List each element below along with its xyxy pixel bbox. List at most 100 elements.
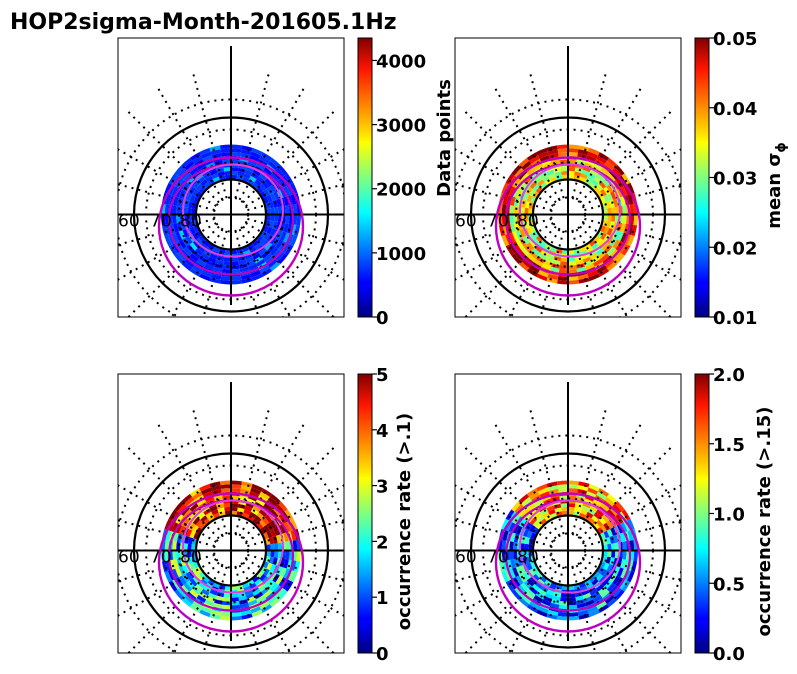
heatmap-cell bbox=[539, 240, 547, 247]
panel-top-right: 60 70 80 0.01 0.02 0.03 0.04 0.05 mean σϕ bbox=[454, 29, 789, 329]
heatmap-cell bbox=[175, 577, 184, 588]
heatmap-cell bbox=[568, 144, 579, 150]
heatmap-cell bbox=[191, 208, 196, 215]
heatmap-cell bbox=[237, 507, 245, 513]
heatmap-cell bbox=[568, 174, 575, 179]
heatmap-cell bbox=[200, 578, 208, 586]
heatmap-cell bbox=[275, 503, 285, 514]
heatmap-cell bbox=[278, 513, 287, 524]
heatmap-cell bbox=[600, 532, 606, 540]
heatmap-cell bbox=[498, 550, 503, 562]
heatmap-cell bbox=[247, 515, 255, 522]
heatmap-cell bbox=[188, 556, 194, 564]
heatmap-cell bbox=[202, 155, 213, 163]
heatmap-cell bbox=[178, 239, 187, 249]
heatmap-cell bbox=[501, 540, 507, 551]
panel-bottom-left: 60 70 80 0 1 2 3 4 5 occurrence rate (>.1) bbox=[117, 365, 415, 665]
heatmap-cell bbox=[589, 169, 598, 177]
heatmap-cell bbox=[586, 175, 594, 183]
lat-label-70: 70 bbox=[150, 548, 172, 568]
heatmap-cell bbox=[595, 248, 605, 256]
heatmap-cell bbox=[266, 570, 274, 579]
heatmap-cell bbox=[535, 186, 543, 194]
heatmap-cell bbox=[241, 613, 253, 620]
heatmap-cell bbox=[568, 506, 575, 512]
heatmap-cell bbox=[207, 592, 217, 600]
heatmap-cell bbox=[588, 273, 600, 282]
heatmap-cell bbox=[174, 501, 185, 512]
lon-grid-dotted bbox=[571, 405, 608, 535]
heatmap-cell bbox=[627, 571, 635, 583]
heatmap-cell bbox=[517, 249, 527, 259]
heatmap-cell bbox=[189, 167, 199, 176]
heatmap-cell bbox=[212, 582, 220, 589]
heatmap-cell bbox=[260, 230, 267, 238]
heatmap-cell bbox=[523, 175, 532, 185]
heatmap-cell bbox=[283, 559, 289, 569]
heatmap-cell bbox=[199, 147, 211, 156]
heatmap-cell bbox=[531, 584, 541, 592]
heatmap-cell bbox=[252, 240, 260, 247]
heatmap-cell bbox=[532, 191, 539, 199]
heatmap-cell bbox=[553, 255, 562, 262]
heatmap-cell bbox=[535, 522, 543, 530]
heatmap-cell bbox=[529, 155, 540, 164]
heatmap-cell bbox=[216, 591, 225, 598]
heatmap-cell bbox=[193, 196, 199, 204]
colorbar-tick-label: 1 bbox=[376, 588, 389, 609]
heatmap-cell bbox=[596, 573, 604, 582]
colorbar-tick-label: 3000 bbox=[376, 116, 426, 137]
heatmap-cell bbox=[621, 509, 631, 521]
heatmap-cell bbox=[175, 513, 184, 524]
heatmap-cell bbox=[263, 503, 273, 512]
lon-grid-dotted bbox=[124, 443, 220, 540]
heatmap-cell bbox=[168, 509, 178, 521]
heatmap-cell bbox=[532, 573, 540, 582]
heatmap-cell bbox=[209, 169, 218, 176]
heatmap-cell bbox=[195, 183, 203, 192]
heatmap-cell bbox=[186, 193, 193, 201]
heatmap-cell bbox=[201, 588, 210, 596]
heatmap-cell bbox=[264, 242, 273, 251]
colorbar-tick-label: 0 bbox=[376, 308, 389, 329]
heatmap-cell bbox=[517, 221, 523, 231]
heatmap-cell bbox=[266, 226, 273, 235]
heatmap-cell bbox=[203, 585, 212, 593]
heatmap-cell bbox=[542, 511, 550, 519]
heatmap-cell bbox=[606, 572, 614, 581]
heatmap-cell bbox=[518, 261, 530, 272]
heatmap-cell bbox=[501, 204, 507, 215]
heatmap-cell bbox=[627, 182, 635, 194]
heatmap-cell bbox=[223, 593, 231, 598]
colorbar-tick-label: 1000 bbox=[376, 244, 426, 265]
heatmap-cell bbox=[568, 250, 575, 255]
heatmap-cell bbox=[603, 570, 611, 579]
heatmap-cell bbox=[591, 242, 599, 250]
lon-grid-dotted bbox=[238, 564, 292, 653]
heatmap-cell bbox=[574, 591, 583, 598]
heatmap-cell bbox=[512, 577, 521, 588]
heatmap-cell bbox=[247, 579, 255, 586]
heatmap-cell bbox=[604, 594, 615, 605]
lon-grid-dotted bbox=[118, 222, 217, 281]
heatmap-cell bbox=[598, 250, 607, 259]
lat-label-60: 60 bbox=[118, 212, 140, 232]
colorbar-tick-label: 2.0 bbox=[713, 365, 745, 386]
heatmap-cell bbox=[207, 256, 217, 264]
heatmap-cell bbox=[588, 483, 600, 492]
heatmap-cell bbox=[578, 613, 590, 620]
heatmap-cell bbox=[526, 167, 536, 176]
heatmap-cell bbox=[223, 597, 231, 602]
heatmap-cell bbox=[612, 251, 622, 262]
heatmap-cell bbox=[621, 580, 631, 592]
heatmap-cell bbox=[589, 505, 598, 513]
colorbar-tick-label: 0.03 bbox=[713, 169, 757, 190]
heatmap-cell bbox=[560, 593, 568, 598]
heatmap-cell bbox=[568, 503, 576, 508]
colorbar bbox=[357, 373, 373, 654]
heatmap-cell bbox=[252, 182, 260, 189]
heatmap-cell bbox=[231, 597, 239, 602]
heatmap-cell bbox=[547, 609, 559, 616]
heatmap-cell bbox=[189, 578, 198, 587]
heatmap-cell bbox=[557, 615, 568, 621]
